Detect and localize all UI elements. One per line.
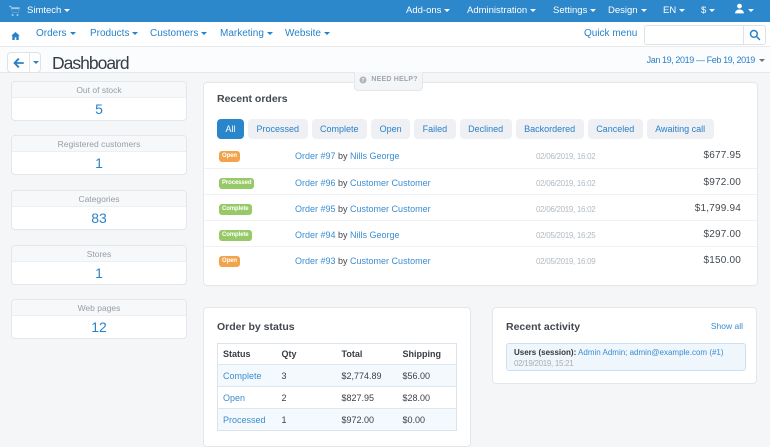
svg-text:?: ? [362, 77, 365, 83]
